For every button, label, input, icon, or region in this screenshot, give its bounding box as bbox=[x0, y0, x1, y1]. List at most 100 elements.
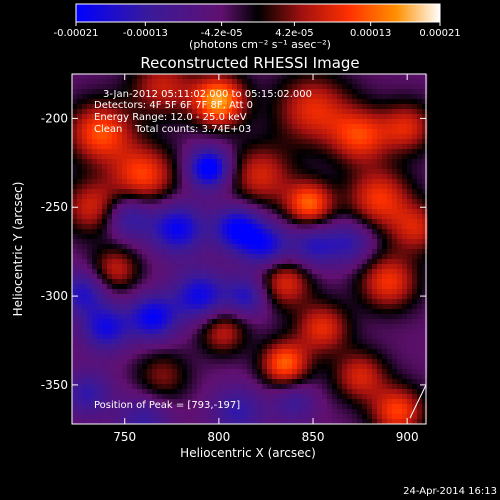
heatmap-cell bbox=[412, 89, 418, 95]
heatmap-cell bbox=[387, 419, 393, 425]
heatmap-cell bbox=[262, 384, 268, 390]
heatmap-cell bbox=[267, 209, 273, 215]
heatmap-cell bbox=[177, 94, 183, 100]
heatmap-cell bbox=[117, 404, 123, 410]
heatmap-cell bbox=[172, 259, 178, 265]
heatmap-cell bbox=[347, 84, 353, 90]
heatmap-cell bbox=[132, 294, 138, 300]
heatmap-cell bbox=[337, 289, 343, 295]
heatmap-cell bbox=[332, 314, 338, 320]
heatmap-cell bbox=[412, 104, 418, 110]
heatmap-cell bbox=[112, 229, 118, 235]
heatmap-cell bbox=[137, 369, 143, 375]
heatmap-cell bbox=[157, 74, 163, 80]
heatmap-cell bbox=[72, 114, 78, 120]
heatmap-cell bbox=[172, 234, 178, 240]
heatmap-cell bbox=[207, 304, 213, 310]
heatmap-cell bbox=[152, 349, 158, 355]
heatmap-cell bbox=[152, 99, 158, 105]
heatmap-cell bbox=[392, 204, 398, 210]
heatmap-cell bbox=[147, 169, 153, 175]
heatmap-cell bbox=[207, 84, 213, 90]
heatmap-cell bbox=[357, 104, 363, 110]
heatmap-cell bbox=[337, 209, 343, 215]
heatmap-cell bbox=[147, 364, 153, 370]
heatmap-cell bbox=[112, 419, 118, 425]
heatmap-cell bbox=[112, 389, 118, 395]
heatmap-cell bbox=[412, 414, 418, 420]
heatmap-cell bbox=[87, 269, 93, 275]
heatmap-cell bbox=[317, 229, 323, 235]
heatmap-cell bbox=[132, 264, 138, 270]
heatmap-cell bbox=[302, 109, 308, 115]
heatmap-cell bbox=[262, 214, 268, 220]
heatmap-cell bbox=[92, 364, 98, 370]
heatmap-cell bbox=[232, 269, 238, 275]
heatmap-cell bbox=[237, 254, 243, 260]
heatmap-cell bbox=[97, 94, 103, 100]
heatmap-cell bbox=[387, 144, 393, 150]
heatmap-cell bbox=[182, 204, 188, 210]
heatmap-cell bbox=[367, 99, 373, 105]
heatmap-cell bbox=[307, 304, 313, 310]
heatmap-cell bbox=[367, 159, 373, 165]
heatmap-cell bbox=[157, 279, 163, 285]
heatmap-cell bbox=[82, 394, 88, 400]
heatmap-cell bbox=[352, 384, 358, 390]
heatmap-cell bbox=[342, 134, 348, 140]
heatmap-cell bbox=[182, 214, 188, 220]
heatmap-cell bbox=[327, 299, 333, 305]
heatmap-cell bbox=[297, 149, 303, 155]
heatmap-cell bbox=[302, 234, 308, 240]
heatmap-cell bbox=[187, 324, 193, 330]
heatmap-cell bbox=[307, 379, 313, 385]
heatmap-cell bbox=[132, 269, 138, 275]
heatmap-cell bbox=[342, 144, 348, 150]
heatmap-cell bbox=[352, 74, 358, 80]
heatmap-cell bbox=[177, 244, 183, 250]
heatmap-cell bbox=[202, 119, 208, 125]
heatmap-cell bbox=[332, 269, 338, 275]
heatmap-cell bbox=[212, 379, 218, 385]
heatmap-cell bbox=[302, 309, 308, 315]
heatmap-cell bbox=[267, 359, 273, 365]
heatmap-cell bbox=[257, 339, 263, 345]
heatmap-cell bbox=[272, 209, 278, 215]
heatmap-cell bbox=[362, 184, 368, 190]
heatmap-cell bbox=[187, 74, 193, 80]
heatmap-cell bbox=[252, 369, 258, 375]
heatmap-cell bbox=[382, 269, 388, 275]
heatmap-cell bbox=[372, 179, 378, 185]
heatmap-cell bbox=[422, 224, 428, 230]
heatmap-cell bbox=[197, 329, 203, 335]
heatmap-cell bbox=[282, 234, 288, 240]
heatmap-cell bbox=[182, 364, 188, 370]
heatmap-cell bbox=[227, 249, 233, 255]
heatmap-cell bbox=[117, 214, 123, 220]
heatmap-cell bbox=[397, 384, 403, 390]
heatmap-cell bbox=[172, 279, 178, 285]
heatmap-cell bbox=[222, 184, 228, 190]
heatmap-cell bbox=[132, 229, 138, 235]
heatmap-cell bbox=[247, 279, 253, 285]
heatmap-cell bbox=[292, 89, 298, 95]
heatmap-cell bbox=[297, 394, 303, 400]
heatmap-cell bbox=[322, 109, 328, 115]
heatmap-cell bbox=[307, 124, 313, 130]
heatmap-cell bbox=[167, 299, 173, 305]
heatmap-cell bbox=[212, 249, 218, 255]
heatmap-cell bbox=[192, 164, 198, 170]
heatmap-cell bbox=[242, 169, 248, 175]
heatmap-cell bbox=[242, 274, 248, 280]
heatmap-cell bbox=[322, 179, 328, 185]
heatmap-cell bbox=[352, 284, 358, 290]
heatmap-cell bbox=[207, 144, 213, 150]
heatmap-cell bbox=[257, 214, 263, 220]
heatmap-cell bbox=[317, 384, 323, 390]
heatmap-cell bbox=[112, 244, 118, 250]
heatmap-cell bbox=[117, 204, 123, 210]
heatmap-cell bbox=[387, 399, 393, 405]
heatmap-cell bbox=[142, 254, 148, 260]
heatmap-cell bbox=[262, 159, 268, 165]
heatmap-cell bbox=[172, 174, 178, 180]
